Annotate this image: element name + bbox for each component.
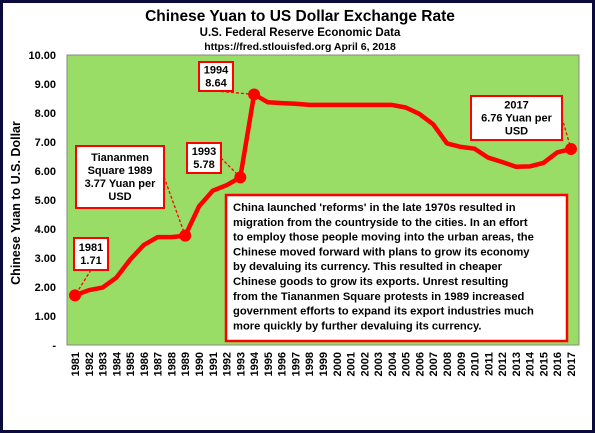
annotation-box	[198, 61, 234, 92]
y-tick-label: 8.00	[35, 108, 56, 120]
x-tick-label: 1983	[98, 352, 110, 376]
x-tick-label: 1995	[263, 352, 275, 376]
x-tick-label: 1990	[194, 352, 206, 376]
annotation-leader	[74, 269, 92, 296]
y-tick-label: 6.00	[35, 166, 56, 178]
note-line: by devaluing its currency. This resulted…	[233, 261, 503, 273]
note-line: government efforts to expand its export …	[233, 306, 534, 318]
x-tick-label: 2014	[525, 351, 537, 376]
annotation-text: 2017	[504, 100, 528, 112]
x-tick-label: 1989	[180, 352, 192, 376]
x-tick-label: 1988	[166, 352, 178, 376]
note-text: China launched 'reforms' in the late 197…	[233, 202, 534, 332]
x-tick-label: 2004	[387, 351, 399, 376]
x-tick-label: 1987	[153, 352, 165, 376]
y-tick-label: 4.00	[35, 224, 56, 236]
x-tick-label: 2009	[456, 352, 468, 376]
data-point-marker	[248, 88, 261, 101]
x-tick-label: 1986	[139, 352, 151, 376]
y-tick-label: -	[52, 340, 56, 352]
annotation-text: USD	[505, 126, 528, 138]
x-tick-label: 2002	[359, 352, 371, 376]
y-tick-label: 2.00	[35, 282, 56, 294]
y-tick-label: 7.00	[35, 137, 56, 149]
annotation-text: 1994	[204, 65, 229, 77]
annotation-leader	[163, 176, 186, 236]
annotation-text: 1.71	[80, 255, 101, 267]
x-tick-label: 1993	[235, 352, 247, 376]
x-tick-label: 1982	[84, 352, 96, 376]
x-tick-label: 1992	[222, 352, 234, 376]
x-tick-label: 2001	[346, 352, 358, 376]
annotation-text: 1993	[192, 146, 216, 158]
x-tick-label: 1996	[277, 352, 289, 376]
y-axis: - 1.00 2.00 3.00 4.00 5.00 6.00 7.00 8.00 9.00 10.…	[28, 50, 56, 352]
x-tick-label: 2017	[566, 352, 578, 376]
annotation-text: 6.76 Yuan per	[481, 113, 552, 125]
x-tick-label: 2007	[428, 352, 440, 376]
x-tick-label: 1991	[208, 352, 220, 376]
y-tick-label: 9.00	[35, 79, 56, 91]
x-tick-label: 1985	[125, 352, 137, 376]
annotation-box	[186, 142, 222, 174]
y-tick-label: 1.00	[35, 311, 56, 323]
note-line: Chinese moved forward with plans to grow…	[233, 246, 530, 258]
note-line: China launched 'reforms' in the late 197…	[233, 202, 516, 214]
note-line: to employ those people moving into the u…	[233, 232, 534, 244]
chart-subtitle: U.S. Federal Reserve Economic Data	[200, 27, 401, 39]
x-tick-label: 2015	[538, 352, 550, 376]
annotation-leader	[220, 157, 241, 178]
annotation-box	[73, 237, 109, 271]
x-tick-label: 2011	[483, 352, 495, 376]
annotation-text: 8.64	[205, 78, 227, 90]
x-tick-label: 2010	[470, 352, 482, 376]
annotation-text: 5.78	[193, 159, 214, 171]
series-line	[72, 92, 574, 298]
y-tick-label: 10.00	[28, 50, 56, 62]
x-tick-label: 1997	[290, 352, 302, 376]
x-tick-label: 1999	[318, 352, 330, 376]
x-tick-label: 2005	[401, 352, 413, 376]
annotation-text: Square 1989	[88, 165, 153, 177]
x-tick-label: 2008	[442, 352, 454, 376]
y-tick-label: 3.00	[35, 253, 56, 265]
x-tick-label: 1984	[111, 351, 123, 376]
x-tick-label: 2013	[511, 352, 523, 376]
annotation-leader	[561, 117, 572, 150]
annotation-text: 3.77 Yuan per	[85, 178, 156, 190]
note-line: more quickly by further devaluing its cu…	[233, 320, 481, 332]
y-axis-label: Chinese Yuan to U.S. Dollar	[9, 121, 23, 285]
x-tick-label: 2006	[414, 352, 426, 376]
x-axis: 1981 1982 1983 1984 1985 1986 1987 1988 1989 1990…	[70, 351, 578, 376]
note-line: migration from the countryside to the ci…	[233, 217, 528, 229]
x-tick-label: 2012	[497, 352, 509, 376]
x-tick-label: 2016	[552, 352, 564, 376]
y-tick-label: 5.00	[35, 195, 56, 207]
x-tick-label: 2000	[332, 352, 344, 376]
chart-title: Chinese Yuan to US Dollar Exchange Rate	[145, 8, 455, 25]
x-tick-label: 1994	[249, 351, 261, 376]
annotation-box	[75, 145, 165, 209]
note-line: from the Tiananmen Square protests in 19…	[233, 291, 525, 303]
annotation-box	[470, 95, 563, 141]
note-line: Chinese goods to grow its exports. Unres…	[233, 276, 509, 288]
annotation-text: USD	[108, 191, 131, 203]
x-tick-label: 1998	[304, 352, 316, 376]
note-box	[224, 193, 569, 343]
annotation-text: Tiananmen	[91, 152, 149, 164]
x-tick-label: 1981	[70, 352, 82, 376]
annotation-text: 1981	[79, 242, 103, 254]
x-tick-label: 2003	[373, 352, 385, 376]
chart-source: https://fred.stlouisfed.org April 6, 201…	[204, 41, 396, 53]
